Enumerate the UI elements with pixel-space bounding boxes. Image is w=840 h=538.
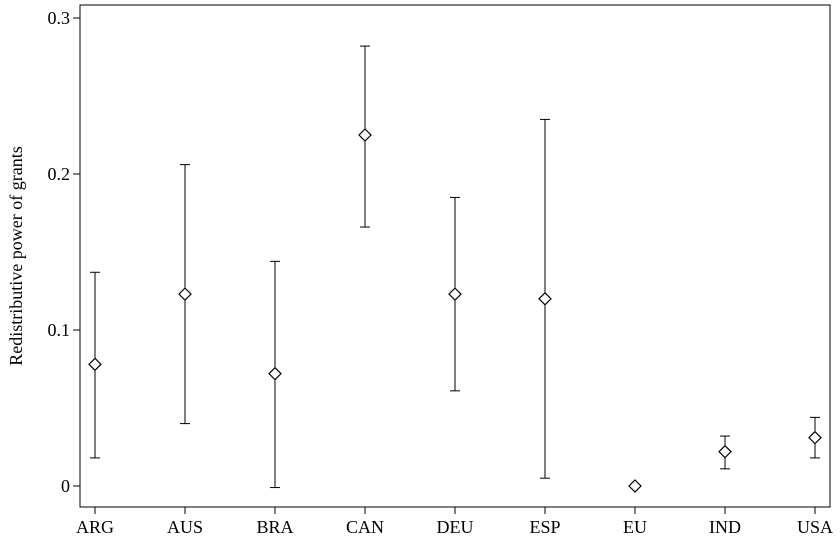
point-marker [628, 479, 642, 493]
x-tick-label: EU [623, 517, 647, 537]
data-marks [88, 45, 822, 493]
x-tick-label: BRA [256, 517, 293, 537]
x-tick-label: USA [797, 517, 833, 537]
point-marker [88, 357, 102, 372]
y-axis: 0 0.1 0.2 0.3 [48, 8, 80, 496]
point-marker [178, 287, 192, 301]
x-tick-label: AUS [167, 517, 203, 537]
x-tick-label: CAN [346, 517, 384, 537]
x-tick-label: ESP [529, 517, 560, 537]
y-tick-label: 0 [61, 476, 70, 496]
point-marker [448, 287, 462, 301]
point-marker [718, 444, 732, 459]
point-marker [358, 128, 372, 142]
x-tick-label: DEU [437, 517, 474, 537]
x-axis: ARG AUS BRA CAN DEU ESP EU IND USA [76, 507, 833, 537]
point-marker [808, 430, 822, 445]
x-tick-label: IND [709, 517, 741, 537]
y-tick-label: 0.3 [48, 8, 71, 28]
point-marker [538, 291, 552, 306]
point-marker [268, 366, 282, 381]
x-tick-label: ARG [76, 517, 114, 537]
y-axis-label: Redistributive power of grants [6, 146, 26, 365]
y-tick-label: 0.1 [48, 320, 71, 340]
y-tick-label: 0.2 [48, 164, 71, 184]
